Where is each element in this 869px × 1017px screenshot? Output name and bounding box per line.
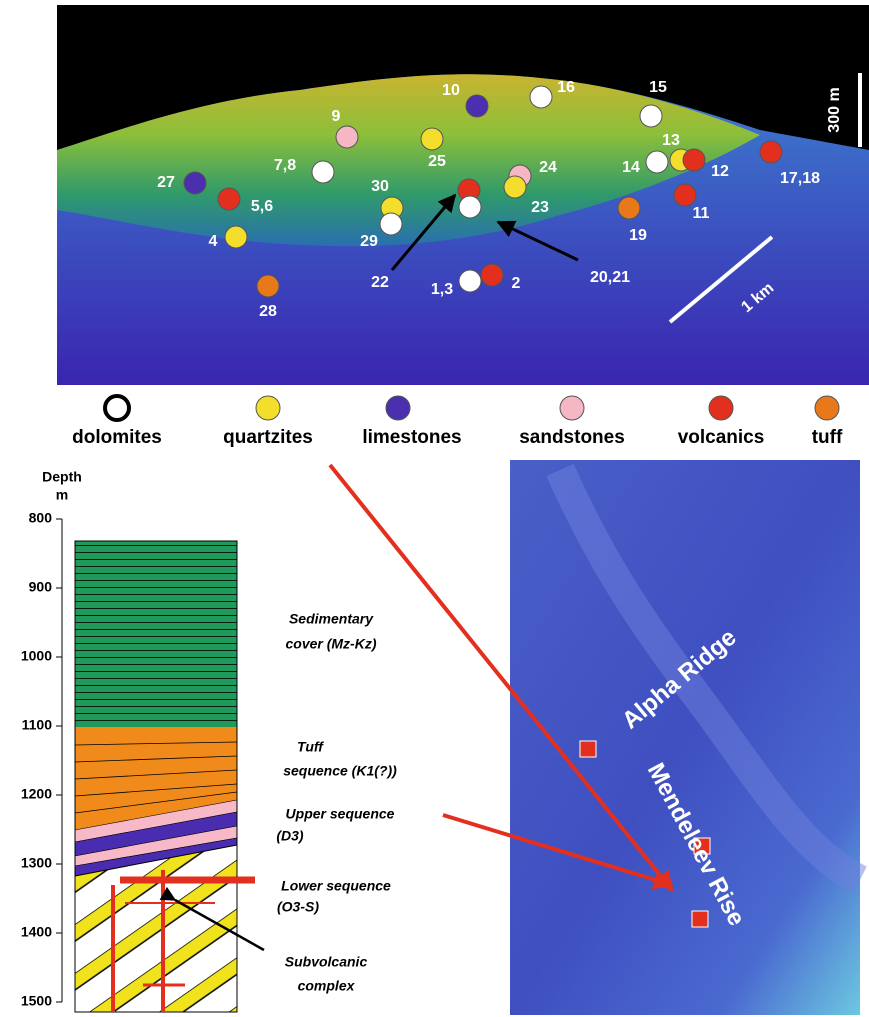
sample-label: 23 bbox=[531, 199, 549, 216]
sample-label: 16 bbox=[557, 79, 575, 96]
bathymetry-panel bbox=[57, 5, 869, 385]
sample-label: 7,8 bbox=[274, 157, 296, 174]
figure: 300 m 1 km Alpha Ridge Mendeleev Rise bbox=[0, 0, 869, 1017]
y-tick-label: 1500 bbox=[21, 993, 52, 1009]
unit-label: Sedimentary bbox=[289, 611, 374, 627]
sample-dot bbox=[504, 176, 526, 198]
unit-label: Upper sequence bbox=[286, 806, 395, 822]
y-tick-label: 900 bbox=[29, 579, 53, 595]
sample-dot bbox=[760, 141, 782, 163]
sample-label: 17,18 bbox=[780, 170, 820, 187]
y-tick-label: 1400 bbox=[21, 924, 52, 940]
unit-label: (O3-S) bbox=[277, 899, 319, 915]
sample-dot bbox=[225, 226, 247, 248]
unit-label: cover (Mz-Kz) bbox=[285, 636, 376, 652]
sample-label: 10 bbox=[442, 82, 460, 99]
legend-swatch bbox=[386, 396, 410, 420]
sample-label: 30 bbox=[371, 178, 389, 195]
sample-label: 14 bbox=[622, 159, 640, 176]
legend-label: volcanics bbox=[678, 427, 765, 448]
unit-label: Subvolcanic bbox=[285, 954, 368, 970]
y-tick-label: 1100 bbox=[22, 717, 53, 733]
unit-label: (D3) bbox=[276, 828, 304, 844]
legend-label: tuff bbox=[812, 427, 843, 448]
legend-swatch bbox=[105, 396, 129, 420]
sample-dot bbox=[218, 188, 240, 210]
sample-dot bbox=[481, 264, 503, 286]
sample-dot bbox=[459, 270, 481, 292]
unit-label: Lower sequence bbox=[281, 878, 391, 894]
sample-label: 20,21 bbox=[590, 269, 630, 286]
vertical-scale: 300 m bbox=[826, 87, 843, 132]
legend-swatch bbox=[256, 396, 280, 420]
axis-unit: m bbox=[56, 487, 68, 503]
sample-dot bbox=[257, 275, 279, 297]
sample-dot bbox=[336, 126, 358, 148]
sample-label: 2 bbox=[512, 275, 521, 292]
sample-label: 22 bbox=[371, 274, 389, 291]
sample-dot bbox=[674, 184, 696, 206]
y-tick-label: 1000 bbox=[21, 648, 52, 664]
sample-dot bbox=[530, 86, 552, 108]
sample-label: 12 bbox=[711, 163, 729, 180]
legend-swatch bbox=[560, 396, 584, 420]
sample-label: 29 bbox=[360, 233, 378, 250]
sample-label: 5,6 bbox=[251, 198, 273, 215]
sample-dot bbox=[618, 197, 640, 219]
unit-label: complex bbox=[298, 978, 356, 994]
sample-dot bbox=[646, 151, 668, 173]
sample-dot bbox=[683, 149, 705, 171]
legend-label: quartzites bbox=[223, 427, 313, 448]
sample-label: 1,3 bbox=[431, 281, 453, 298]
sample-dot bbox=[184, 172, 206, 194]
legend-label: limestones bbox=[362, 427, 461, 448]
sample-label: 24 bbox=[539, 159, 557, 176]
sample-label: 11 bbox=[693, 205, 710, 222]
sample-label: 28 bbox=[259, 303, 277, 320]
legend-label: sandstones bbox=[519, 427, 625, 448]
sample-dot bbox=[380, 213, 402, 235]
sample-label: 19 bbox=[629, 227, 647, 244]
sample-label: 15 bbox=[649, 79, 667, 96]
sample-dot bbox=[466, 95, 488, 117]
legend-label: dolomites bbox=[72, 427, 162, 448]
sample-dot bbox=[640, 105, 662, 127]
unit-label: Tuff bbox=[297, 739, 324, 755]
sample-label: 4 bbox=[209, 233, 218, 250]
sample-label: 25 bbox=[428, 153, 446, 170]
sample-label: 13 bbox=[662, 132, 680, 149]
sample-label: 9 bbox=[332, 108, 341, 125]
sample-dot bbox=[312, 161, 334, 183]
legend-swatch bbox=[709, 396, 733, 420]
axis-title: Depth bbox=[42, 469, 82, 485]
y-tick-label: 800 bbox=[29, 510, 53, 526]
y-tick-label: 1200 bbox=[21, 786, 52, 802]
sample-dot bbox=[421, 128, 443, 150]
map-panel bbox=[510, 460, 860, 1015]
column bbox=[62, 519, 264, 1012]
y-tick-label: 1300 bbox=[21, 855, 52, 871]
sample-label: 27 bbox=[157, 174, 175, 191]
legend-swatch bbox=[815, 396, 839, 420]
unit-label: sequence (K1(?)) bbox=[283, 763, 397, 779]
